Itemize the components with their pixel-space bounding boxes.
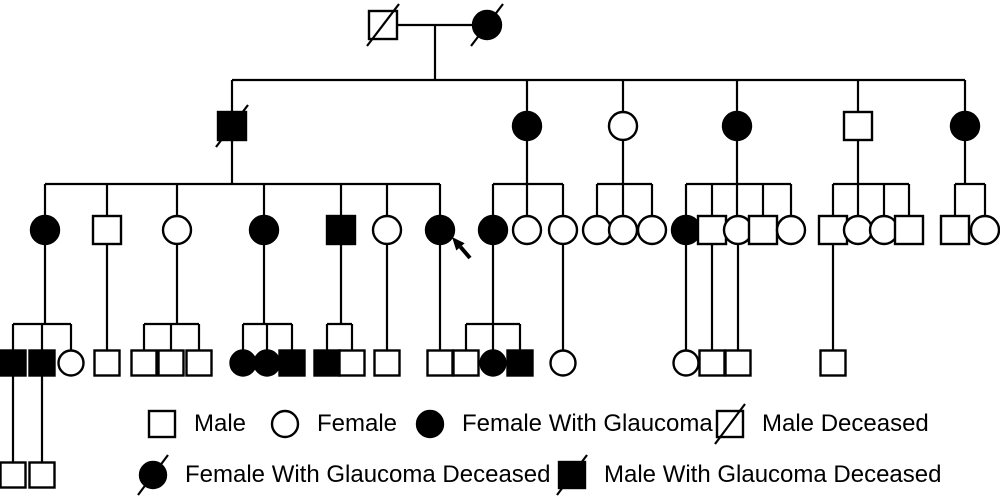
person-IV-1 xyxy=(0,349,27,377)
legend-symbol-svg xyxy=(147,409,177,439)
person-III-4 xyxy=(248,214,280,246)
legend-item-female-with-glaucoma-deceased: Female With Glaucoma Deceased xyxy=(133,454,551,496)
person-III-11 xyxy=(581,214,613,246)
legend-symbol-svg xyxy=(556,454,588,496)
legend-label-female-with-glaucoma: Female With Glaucoma xyxy=(462,410,713,437)
person-III-9 xyxy=(511,214,543,246)
person-IV-10 xyxy=(278,349,306,377)
legend-item-female: Female xyxy=(265,404,397,444)
legend-symbol-svg xyxy=(270,409,300,439)
person-IV-6 xyxy=(157,349,185,377)
legend-symbol-svg xyxy=(714,403,746,445)
deceased-slash xyxy=(470,3,504,47)
person-III-16 xyxy=(722,214,754,246)
person-III-2 xyxy=(91,214,123,246)
person-III-6 xyxy=(371,214,403,246)
person-IV-11 xyxy=(313,349,341,377)
female-icon xyxy=(265,404,305,444)
legend-item-male-with-glaucoma-deceased: Male With Glaucoma Deceased xyxy=(552,454,942,496)
legend-label-female-with-glaucoma-deceased: Female With Glaucoma Deceased xyxy=(185,461,551,488)
legend-item-female-with-glaucoma: Female With Glaucoma xyxy=(410,404,713,444)
legend-item-male-deceased: Male Deceased xyxy=(710,403,929,445)
proband-arrow-shaft xyxy=(458,245,472,260)
person-IV-20 xyxy=(698,349,726,377)
person-IV-22 xyxy=(819,349,847,377)
deceased-slash xyxy=(215,104,249,148)
person-III-1 xyxy=(29,214,61,246)
legend-label-female: Female xyxy=(317,410,398,437)
person-IV-18 xyxy=(549,349,577,377)
person-III-7 xyxy=(424,214,456,246)
legend-label-male-deceased: Male Deceased xyxy=(762,410,929,437)
person-IV-13 xyxy=(373,349,401,377)
person-III-3 xyxy=(161,214,193,246)
person-V-1 xyxy=(0,461,27,489)
person-III-12 xyxy=(607,214,639,246)
person-IV-3 xyxy=(57,349,85,377)
legend-symbol-svg xyxy=(415,409,445,439)
person-II-4 xyxy=(721,110,753,142)
legend-symbol-svg xyxy=(137,454,169,496)
person-II-6 xyxy=(949,110,981,142)
person-II-5 xyxy=(842,110,874,142)
person-I-1 xyxy=(367,9,399,41)
person-III-14 xyxy=(670,214,702,246)
person-IV-7 xyxy=(185,349,213,377)
person-III-19 xyxy=(817,214,849,246)
person-IV-4 xyxy=(93,349,121,377)
person-III-15 xyxy=(696,214,728,246)
legend-symbol xyxy=(270,409,300,439)
male-with-glaucoma-deceased-icon xyxy=(552,454,592,496)
person-IV-17 xyxy=(506,349,534,377)
person-III-8 xyxy=(477,214,509,246)
female-with-glaucoma-deceased-icon xyxy=(133,454,173,496)
person-IV-21 xyxy=(724,349,752,377)
person-IV-8 xyxy=(229,349,257,377)
person-IV-16 xyxy=(479,349,507,377)
legend-item-male: Male xyxy=(142,404,246,444)
person-III-20 xyxy=(842,214,874,246)
person-III-17 xyxy=(747,214,779,246)
person-III-18 xyxy=(775,214,807,246)
person-IV-19 xyxy=(672,349,700,377)
person-III-21 xyxy=(868,214,900,246)
person-III-13 xyxy=(636,214,668,246)
male-icon xyxy=(142,404,182,444)
deceased-slash xyxy=(556,454,588,496)
person-III-5 xyxy=(325,214,357,246)
person-IV-12 xyxy=(338,349,366,377)
person-IV-9 xyxy=(253,349,281,377)
legend-label-male: Male xyxy=(194,410,247,437)
person-IV-2 xyxy=(28,349,56,377)
person-V-2 xyxy=(28,461,56,489)
person-IV-14 xyxy=(426,349,454,377)
legend-label-male-with-glaucoma-deceased: Male With Glaucoma Deceased xyxy=(604,461,942,488)
person-III-24 xyxy=(969,214,1000,246)
legend-symbol xyxy=(147,409,177,439)
person-IV-5 xyxy=(130,349,158,377)
person-II-2 xyxy=(511,110,543,142)
person-II-3 xyxy=(607,110,639,142)
deceased-slash xyxy=(137,454,169,496)
person-III-22 xyxy=(893,214,925,246)
legend-symbol xyxy=(415,409,445,439)
person-IV-15 xyxy=(452,349,480,377)
proband-arrow-icon xyxy=(452,237,465,251)
female-with-glaucoma-icon xyxy=(410,404,450,444)
deceased-slash xyxy=(714,403,746,445)
male-deceased-icon xyxy=(710,403,750,445)
person-III-10 xyxy=(547,214,579,246)
deceased-slash xyxy=(366,3,400,47)
person-III-23 xyxy=(939,214,971,246)
